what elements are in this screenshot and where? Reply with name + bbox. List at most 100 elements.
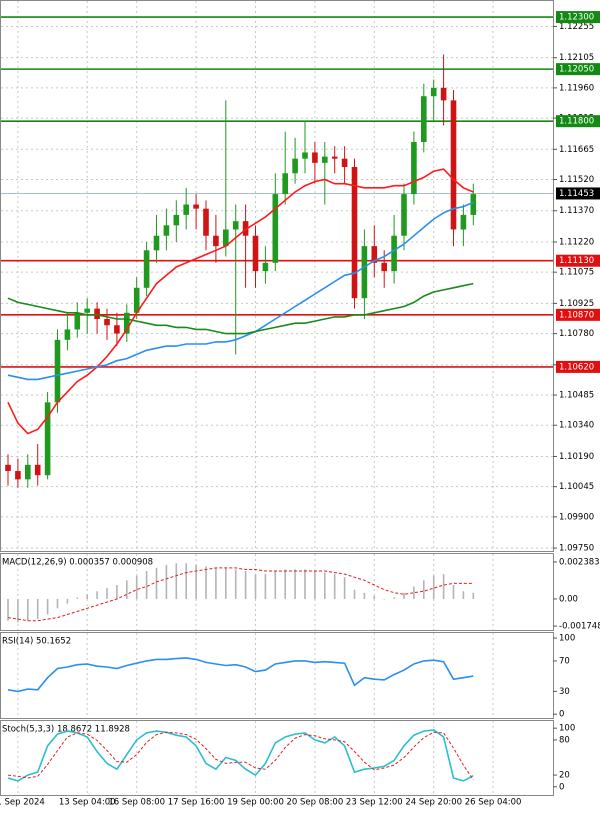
candle-body (203, 208, 209, 236)
macd-bar (413, 586, 415, 599)
y-tick-label: 1.11520 (559, 175, 594, 185)
macd-bar (36, 598, 39, 620)
last-price-box (556, 187, 600, 200)
candle-body (322, 156, 328, 163)
candle-body (252, 235, 259, 272)
macd-bar (106, 588, 108, 599)
macd-bar (304, 569, 306, 599)
candle-body (292, 158, 298, 174)
macd-bar (27, 598, 29, 621)
candle-body (173, 214, 180, 226)
candle-body (440, 87, 447, 101)
candle-body (391, 235, 397, 272)
macd-bar (17, 598, 19, 623)
candle-body (163, 225, 170, 236)
level-label-box (556, 360, 600, 373)
y-tick-label: 1.11075 (559, 268, 594, 278)
y-tick-label: 80 (559, 735, 570, 745)
panel-frame (0, 0, 554, 552)
level-label: 1.12300 (559, 13, 594, 23)
candle-body (262, 262, 269, 272)
x-tick-label: 24 Sep 20:00 (405, 798, 462, 808)
candle-body (213, 235, 219, 247)
macd-bar (284, 569, 286, 599)
macd-bar (333, 574, 336, 599)
macd-bar (86, 594, 88, 599)
macd-bar (472, 592, 475, 599)
macd-bar (76, 597, 79, 599)
candle-body (381, 262, 387, 272)
candle-body (104, 319, 110, 326)
candle-body (133, 287, 140, 313)
level-label: 1.11130 (559, 256, 594, 266)
y-tick-label: 1.10780 (559, 329, 594, 339)
candle-body (5, 464, 11, 472)
y-tick-label: -0.001748 (559, 622, 600, 632)
macd-bar (126, 580, 128, 599)
level-label: 1.10870 (559, 310, 594, 320)
macd-bar (403, 592, 405, 599)
y-tick-label: 1.10925 (559, 299, 594, 309)
candle-body (34, 464, 41, 476)
macd-bar (135, 575, 138, 599)
macd-bar (185, 563, 187, 599)
macd-bar (215, 567, 217, 599)
candle-body (460, 214, 467, 230)
macd-bar (234, 569, 237, 599)
candle-body (64, 329, 71, 340)
macd-bar (254, 574, 257, 599)
macd-bar (66, 598, 69, 604)
macd-bar (7, 598, 9, 621)
macd-bar (353, 589, 356, 599)
candle-body (44, 402, 51, 476)
candle-body (242, 221, 249, 236)
macd-bar (116, 584, 118, 599)
macd-bar (393, 597, 395, 599)
y-tick-label: 30 (559, 687, 570, 697)
candle-body (302, 152, 308, 159)
panel-frame (0, 720, 554, 796)
macd-bar (225, 567, 227, 599)
macd-bar (294, 569, 296, 599)
last-price-label: 1.11453 (559, 189, 594, 199)
candle-body (84, 308, 90, 313)
macd-bar (264, 574, 267, 599)
macd-bar (452, 584, 455, 599)
candle-body (193, 204, 199, 209)
indicator-line (7, 567, 474, 622)
x-tick-label: 17 Sep 16:00 (168, 798, 225, 808)
indicator-line (7, 168, 474, 435)
indicator-line (7, 729, 474, 782)
macd-bar (324, 572, 326, 599)
candle-body (351, 167, 358, 299)
macd-bar (56, 598, 59, 609)
level-label-box (556, 63, 600, 76)
indicator-line (7, 282, 474, 335)
y-tick-label: 0.00 (559, 594, 578, 604)
macd-bar (462, 591, 465, 599)
level-label-box (556, 308, 600, 321)
level-label-box (556, 115, 600, 128)
y-tick-label: 1.10190 (559, 452, 594, 462)
macd-bar (423, 580, 425, 599)
candle-body (54, 339, 61, 403)
level-label-box (556, 254, 600, 267)
y-tick-label: 1.09750 (559, 544, 594, 554)
macd-bar (244, 571, 247, 599)
candle-body (143, 250, 150, 288)
panel-frame (0, 553, 554, 631)
candle-body (411, 142, 417, 195)
x-tick-label: 20 Sep 08:00 (287, 798, 344, 808)
macd-bar (175, 563, 178, 599)
macd-bar (314, 571, 316, 599)
macd-bar (205, 566, 207, 599)
macd-bar (373, 595, 376, 599)
y-tick-label: 1.11220 (559, 237, 594, 247)
macd-bar (155, 567, 158, 599)
y-tick-label: 0.002383 (559, 557, 600, 567)
candle-body (470, 194, 477, 215)
x-tick-label: 19 Sep 00:00 (227, 798, 284, 808)
candle-body (401, 194, 407, 236)
indicator-line (7, 657, 474, 693)
